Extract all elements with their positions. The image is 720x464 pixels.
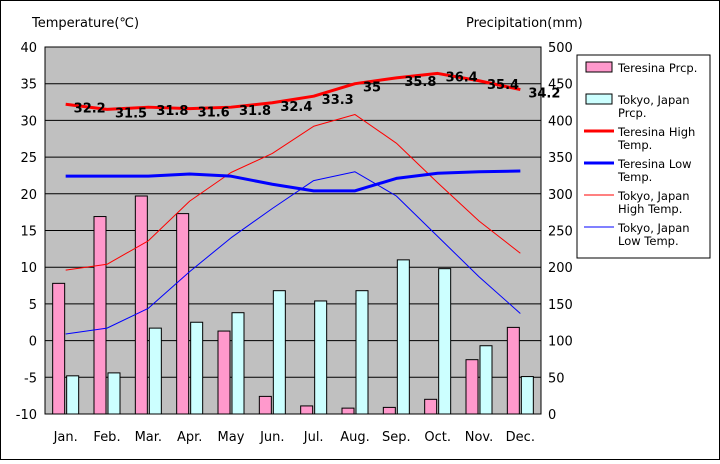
legend-label: Low Temp. bbox=[618, 234, 679, 248]
y-left-tick-label: 30 bbox=[20, 114, 37, 129]
y-left-tick-label: 40 bbox=[20, 41, 37, 56]
y-left-tick-label: 35 bbox=[20, 78, 37, 93]
x-tick-label: Jan. bbox=[53, 430, 78, 445]
x-tick-label: May bbox=[218, 430, 245, 445]
y-left-tick-label: -5 bbox=[24, 371, 37, 386]
line-teresina-high bbox=[65, 71, 521, 111]
bar-teresina-prcp bbox=[341, 407, 355, 415]
bar-tokyo-prcp bbox=[148, 327, 162, 415]
y-right-tick-label: 0 bbox=[548, 408, 556, 423]
y-left-tick-label: 10 bbox=[20, 261, 37, 276]
y-left-tick-label: 20 bbox=[20, 188, 37, 203]
bar-teresina-prcp bbox=[300, 405, 314, 415]
data-label-teresina-high: 35 bbox=[363, 81, 381, 96]
y-left-tick-label: 15 bbox=[20, 225, 37, 240]
y-left-tick-label: 5 bbox=[29, 298, 37, 313]
data-label-teresina-high: 31.5 bbox=[115, 106, 147, 121]
data-label-teresina-high: 33.3 bbox=[322, 93, 354, 108]
axes: Temperature(℃) Precipitation(mm) 40 50035… bbox=[16, 16, 583, 445]
bar-teresina-prcp bbox=[506, 326, 520, 415]
x-tick-label: Apr. bbox=[177, 430, 202, 445]
legend-label: Teresina Prcp. bbox=[617, 61, 697, 75]
legend-label: Tokyo, Japan bbox=[617, 189, 690, 203]
y-right-tick-label: 350 bbox=[548, 151, 573, 166]
data-label-teresina-high: 35.8 bbox=[404, 75, 436, 90]
y-right-tick-label: 150 bbox=[548, 298, 573, 313]
bar-teresina-prcp bbox=[465, 359, 479, 415]
bar-tokyo-prcp bbox=[479, 345, 493, 415]
line-tokyo-high bbox=[65, 114, 521, 271]
y-left-tick-label: -10 bbox=[16, 408, 37, 423]
y-right-axis-title: Precipitation(mm) bbox=[466, 16, 583, 31]
y-right-tick-label: 200 bbox=[548, 261, 573, 276]
precipitation-bars bbox=[52, 195, 534, 415]
bar-tokyo-prcp bbox=[107, 372, 121, 415]
data-label-teresina-high: 31.8 bbox=[239, 104, 271, 119]
legend-label: Tokyo, Japan bbox=[617, 93, 690, 107]
legend-label: Temp. bbox=[617, 138, 652, 152]
x-tick-label: Feb. bbox=[93, 430, 120, 445]
bar-teresina-prcp bbox=[217, 330, 231, 415]
bar-tokyo-prcp bbox=[66, 375, 80, 415]
bar-tokyo-prcp bbox=[355, 290, 369, 415]
legend-swatch bbox=[585, 93, 613, 105]
bar-teresina-prcp bbox=[52, 282, 66, 415]
bar-teresina-prcp bbox=[176, 213, 190, 415]
bar-tokyo-prcp bbox=[231, 312, 245, 415]
data-label-teresina-high: 32.2 bbox=[74, 101, 106, 116]
legend-box bbox=[576, 54, 711, 259]
bar-tokyo-prcp bbox=[520, 376, 534, 415]
bar-teresina-prcp bbox=[424, 398, 438, 415]
data-label-teresina-high: 32.4 bbox=[280, 100, 312, 115]
line-teresina-low bbox=[65, 169, 521, 193]
data-label-teresina-high: 34.2 bbox=[528, 87, 560, 102]
x-tick-label: Nov. bbox=[465, 430, 494, 445]
bar-teresina-prcp bbox=[93, 216, 107, 415]
line-tokyo-low bbox=[65, 171, 521, 335]
y-right-tick-label: 50 bbox=[548, 371, 565, 386]
legend-label: Tokyo, Japan bbox=[617, 221, 690, 235]
x-tick-label: Sep. bbox=[382, 430, 411, 445]
data-label-teresina-high: 31.6 bbox=[198, 106, 230, 121]
data-label-teresina-high: 35.4 bbox=[487, 78, 519, 93]
x-tick-label: Aug. bbox=[340, 430, 370, 445]
x-tick-label: Jun. bbox=[259, 430, 284, 445]
y-left-axis-title: Temperature(℃) bbox=[31, 16, 139, 31]
bar-tokyo-prcp bbox=[272, 290, 286, 415]
bar-teresina-prcp bbox=[382, 406, 396, 415]
legend-swatch bbox=[585, 61, 613, 73]
y-right-tick-label: 250 bbox=[548, 225, 573, 240]
bar-tokyo-prcp bbox=[438, 268, 452, 415]
x-tick-label: Oct. bbox=[424, 430, 451, 445]
bar-tokyo-prcp bbox=[314, 300, 328, 415]
legend-label: Teresina Low bbox=[617, 157, 692, 171]
y-right-tick-label: 500 bbox=[548, 41, 573, 56]
legend-label: Temp. bbox=[617, 170, 652, 184]
bar-teresina-prcp bbox=[258, 395, 272, 415]
temperature-lines bbox=[65, 71, 521, 335]
grid-lines bbox=[45, 83, 541, 378]
legend-label: Teresina High bbox=[617, 125, 695, 139]
legend-label: Prcp. bbox=[618, 106, 647, 120]
x-tick-label: Jul. bbox=[303, 430, 324, 445]
x-tick-label: Mar. bbox=[135, 430, 162, 445]
y-right-tick-label: 450 bbox=[548, 78, 573, 93]
x-tick-label: Dec. bbox=[506, 430, 535, 445]
data-label-teresina-high: 31.8 bbox=[156, 104, 188, 119]
bar-tokyo-prcp bbox=[190, 321, 204, 415]
y-left-tick-label: 0 bbox=[29, 335, 37, 350]
legend-label: High Temp. bbox=[618, 202, 682, 216]
bar-teresina-prcp bbox=[134, 195, 148, 415]
bar-tokyo-prcp bbox=[396, 259, 410, 415]
y-right-tick-label: 300 bbox=[548, 188, 573, 203]
data-labels: 32.2 31.5 31.8 31.6 31.8 32.4 33.3 35 35.8 36.4 35… bbox=[74, 70, 561, 121]
y-right-tick-label: 400 bbox=[548, 114, 573, 129]
y-right-tick-label: 100 bbox=[548, 335, 573, 350]
y-left-tick-label: 25 bbox=[20, 151, 37, 166]
data-label-teresina-high: 36.4 bbox=[446, 70, 478, 85]
legend: Teresina Prcp.Tokyo, JapanPrcp.Teresina … bbox=[576, 54, 711, 259]
